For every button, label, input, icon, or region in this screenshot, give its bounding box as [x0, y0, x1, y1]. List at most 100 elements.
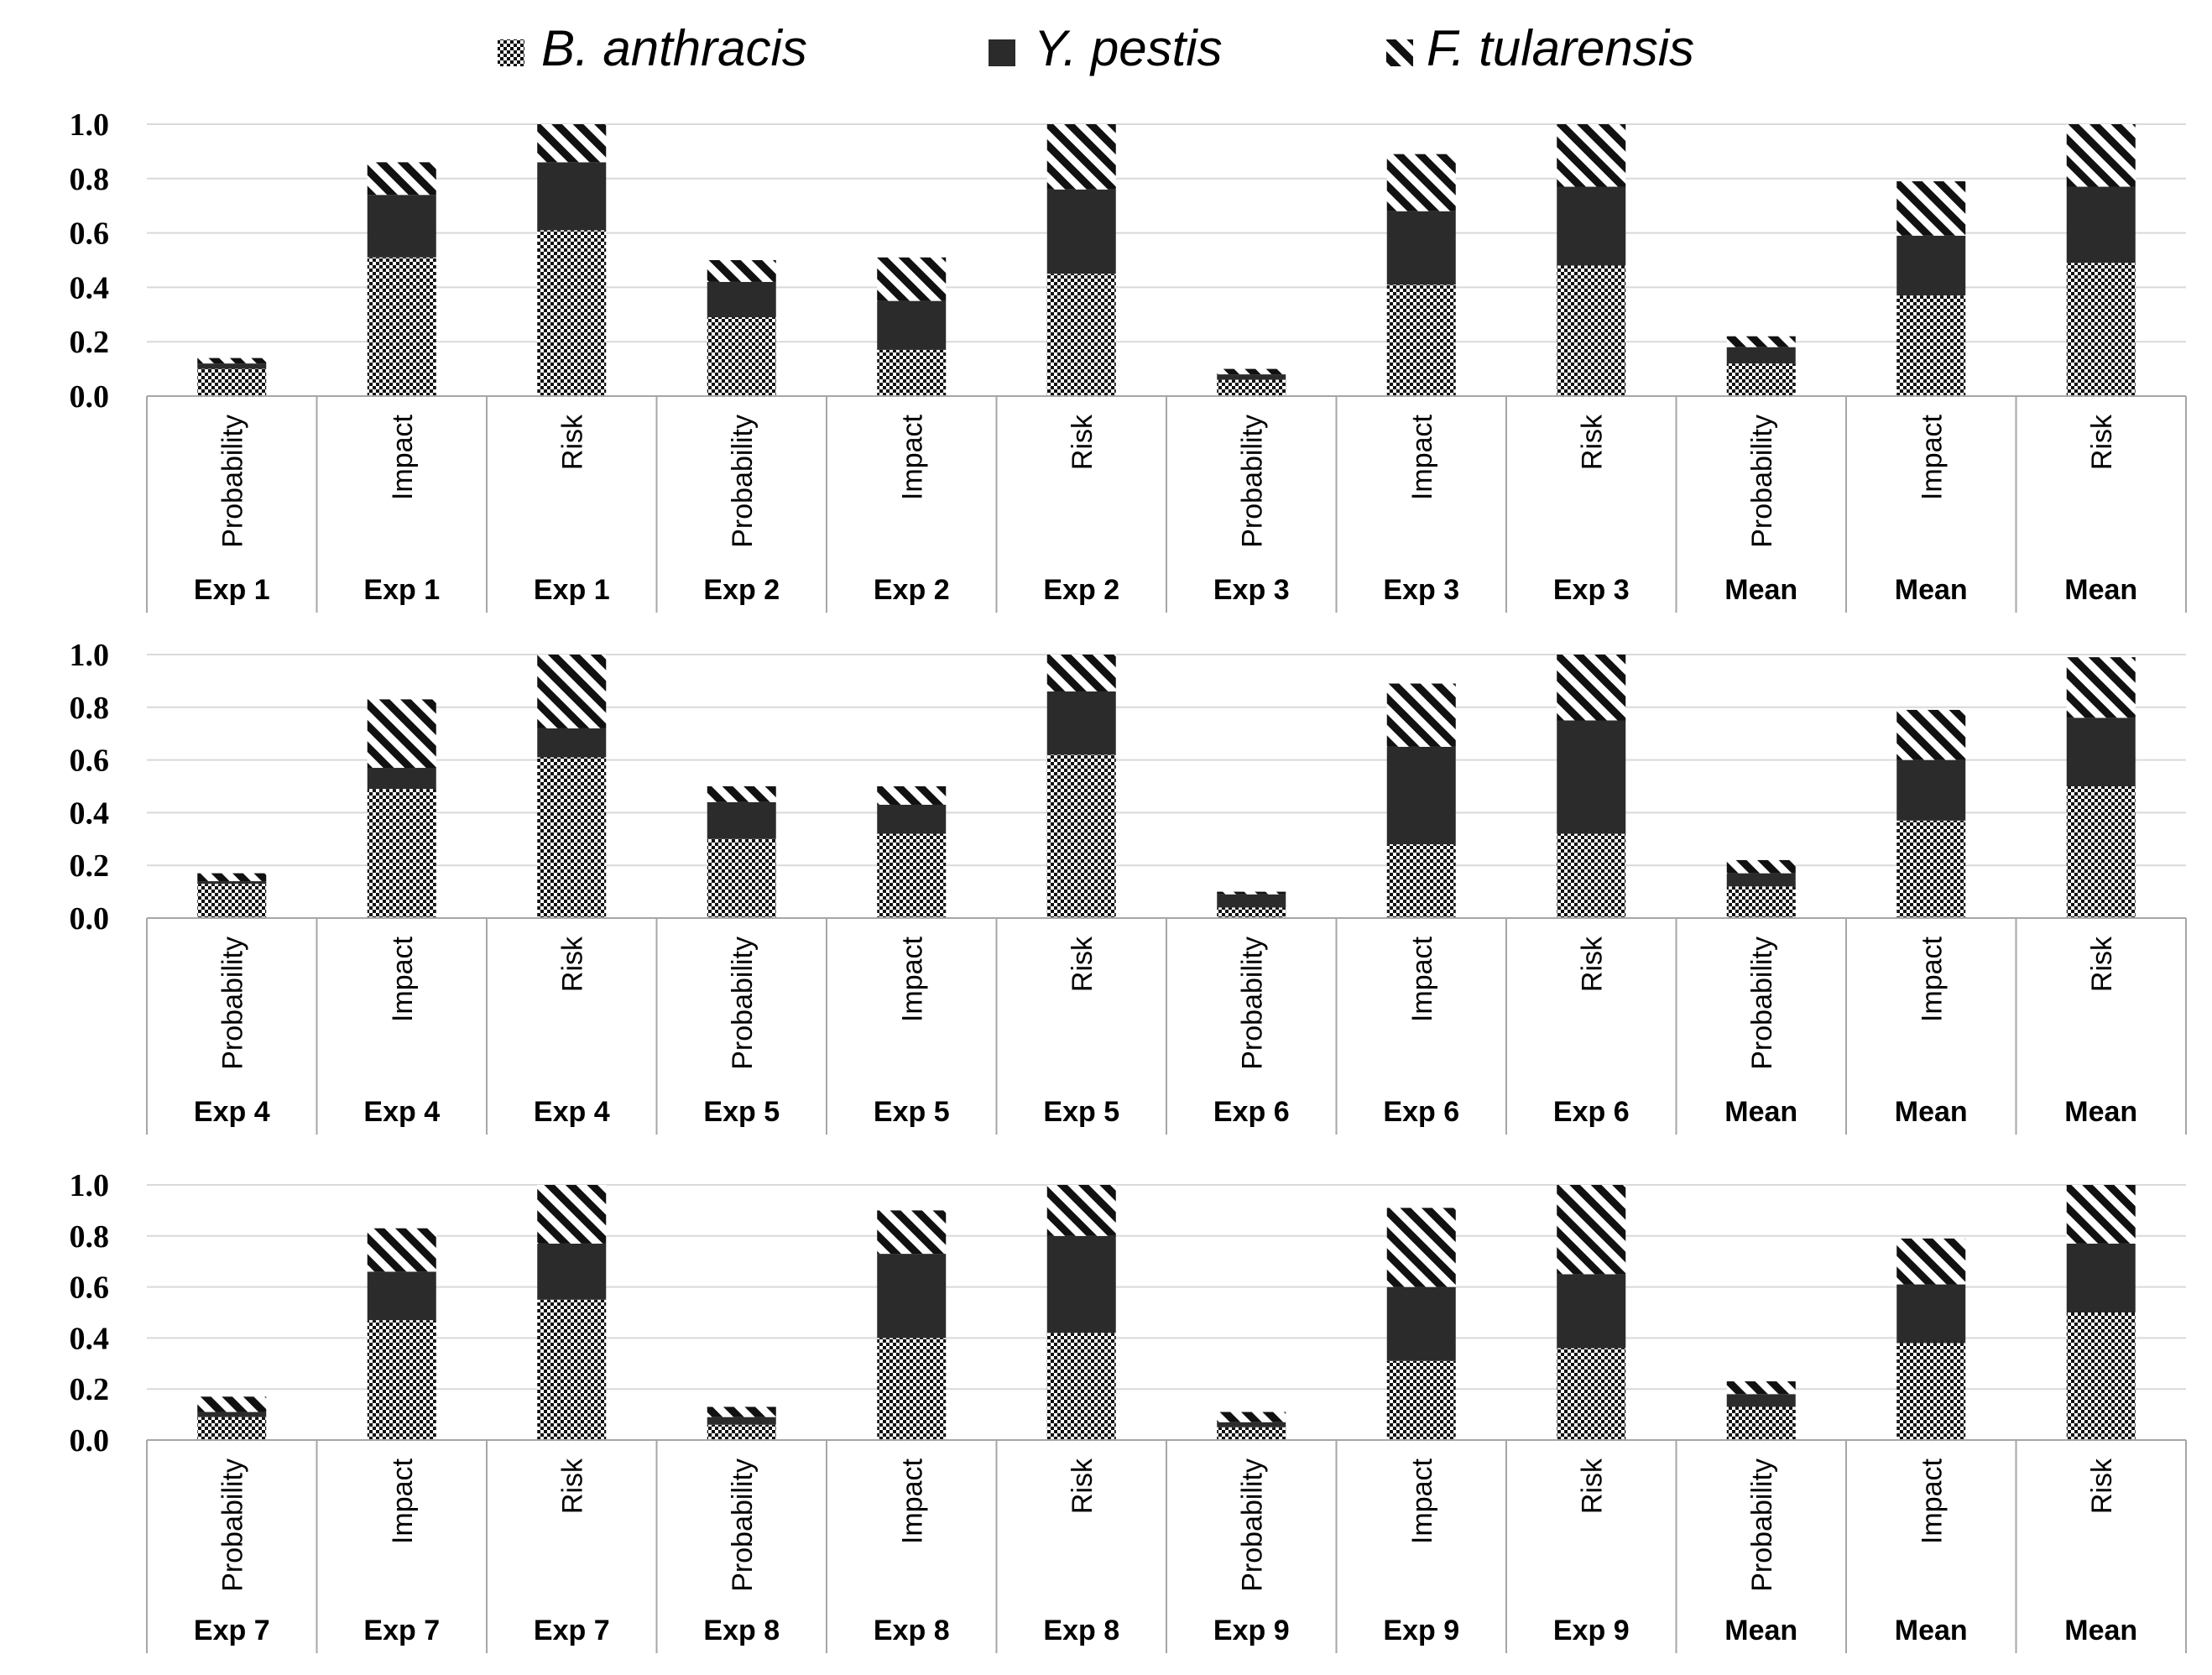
bar-pestis [537, 1243, 607, 1300]
bar-anthracis [367, 257, 436, 396]
bar-anthracis [1896, 295, 1966, 396]
bar-anthracis [197, 368, 267, 396]
legend-label-tularensis: F. tularensis [1427, 20, 1694, 76]
bar-pestis [197, 881, 267, 884]
category-label: Impact [1916, 414, 1948, 500]
category-label: Probability [1746, 937, 1778, 1070]
category-label: Probability [1746, 1458, 1778, 1592]
bar-anthracis [1726, 363, 1796, 396]
category-label: Risk [1576, 1458, 1608, 1514]
category-label: Risk [1067, 1458, 1098, 1514]
group-label: Mean [1895, 1096, 1968, 1128]
category-label: Impact [896, 414, 928, 500]
group-label: Exp 2 [703, 574, 780, 606]
bar-anthracis [1726, 1406, 1796, 1440]
bar-anthracis [877, 833, 947, 918]
bar-tularensis [1217, 891, 1286, 895]
y-tick-label: 0.4 [70, 796, 110, 831]
bar-anthracis [1386, 844, 1456, 918]
bar-pestis [1217, 894, 1286, 908]
group-label: Mean [1895, 574, 1968, 606]
bar-pestis [197, 363, 267, 369]
bar-anthracis [1557, 265, 1626, 396]
bar-pestis [1896, 235, 1966, 296]
bar-pestis [1386, 211, 1456, 285]
y-tick-label: 1.0 [70, 107, 110, 143]
category-label: Probability [727, 415, 759, 548]
bar-pestis [2066, 1243, 2136, 1312]
group-label: Exp 5 [1043, 1096, 1119, 1128]
bar-pestis [367, 195, 436, 258]
bar-tularensis [1726, 1381, 1796, 1395]
bar-anthracis [1896, 820, 1966, 918]
bar-pestis [877, 1254, 947, 1338]
bar-pestis [1046, 1235, 1116, 1333]
category-label: Probability [1236, 937, 1268, 1070]
group-label: Mean [2064, 1096, 2137, 1128]
bar-tularensis [1046, 124, 1116, 190]
bar-tularensis [367, 699, 436, 769]
group-label: Exp 6 [1213, 1096, 1290, 1128]
bar-anthracis [1557, 1348, 1626, 1440]
group-label: Exp 4 [194, 1096, 270, 1128]
bar-tularensis [877, 1210, 947, 1255]
panel-1: 0.0 0.2 0.4 0.6 0.8 1.0 Probability Exp 1 Impact… [70, 107, 2187, 613]
bar-tularensis [1896, 181, 1966, 236]
bar-pestis [1896, 1284, 1966, 1344]
bar-anthracis [1386, 1360, 1456, 1440]
bar-anthracis [1386, 284, 1456, 396]
y-tick-label: 0.2 [70, 848, 110, 884]
legend-item-anthracis: B. anthracis [498, 20, 807, 76]
bar-anthracis [707, 1424, 776, 1440]
bar-tularensis [707, 786, 776, 802]
bar-tularensis [537, 655, 607, 728]
bar-tularensis [1896, 709, 1966, 760]
category-label: Probability [1746, 415, 1778, 548]
bar-pestis [1726, 347, 1796, 364]
category-label: Probability [217, 415, 248, 548]
bar-tularensis [1046, 655, 1116, 691]
y-tick-label: 0.6 [70, 1271, 110, 1306]
category-label: Impact [387, 414, 419, 500]
group-label: Exp 7 [194, 1615, 270, 1646]
group-label: Exp 8 [703, 1615, 780, 1646]
group-label: Exp 3 [1213, 574, 1290, 606]
bar-pestis [1557, 1274, 1626, 1349]
category-label: Impact [896, 936, 928, 1022]
group-label: Mean [1895, 1615, 1968, 1646]
bar-pestis [1896, 759, 1966, 821]
group-label: Exp 2 [874, 574, 950, 606]
bar-tularensis [367, 162, 436, 196]
group-label: Exp 6 [1383, 1096, 1459, 1128]
legend-label-pestis: Y. pestis [1034, 20, 1223, 76]
group-label: Mean [1724, 574, 1797, 606]
bar-tularensis [1046, 1185, 1116, 1236]
bar-tularensis [537, 124, 607, 163]
bar-pestis [2066, 717, 2136, 786]
bar-pestis [537, 162, 607, 231]
bar-anthracis [877, 1338, 947, 1440]
group-label: Exp 4 [363, 1096, 440, 1128]
category-label: Impact [1916, 1458, 1948, 1544]
bar-anthracis [1726, 886, 1796, 918]
bar-tularensis [197, 357, 267, 364]
y-tick-label: 0.8 [70, 691, 110, 726]
bar-anthracis [877, 349, 947, 396]
group-label: Exp 6 [1553, 1096, 1630, 1128]
bar-anthracis [1217, 907, 1286, 918]
bar-anthracis [537, 1299, 607, 1440]
legend-item-tularensis: F. tularensis [1386, 20, 1694, 76]
category-label: Impact [1406, 1458, 1438, 1544]
bar-pestis [1726, 873, 1796, 887]
group-label: Mean [1724, 1615, 1797, 1646]
legend-swatch-anthracis [498, 39, 524, 66]
bar-pestis [1726, 1394, 1796, 1407]
bar-tularensis [1557, 124, 1626, 187]
y-tick-label: 1.0 [70, 1168, 110, 1203]
category-label: Probability [1236, 415, 1268, 548]
bar-pestis [707, 1417, 776, 1425]
bar-tularensis [1217, 368, 1286, 375]
bar-anthracis [1217, 1427, 1286, 1440]
category-label: Probability [217, 1458, 248, 1592]
